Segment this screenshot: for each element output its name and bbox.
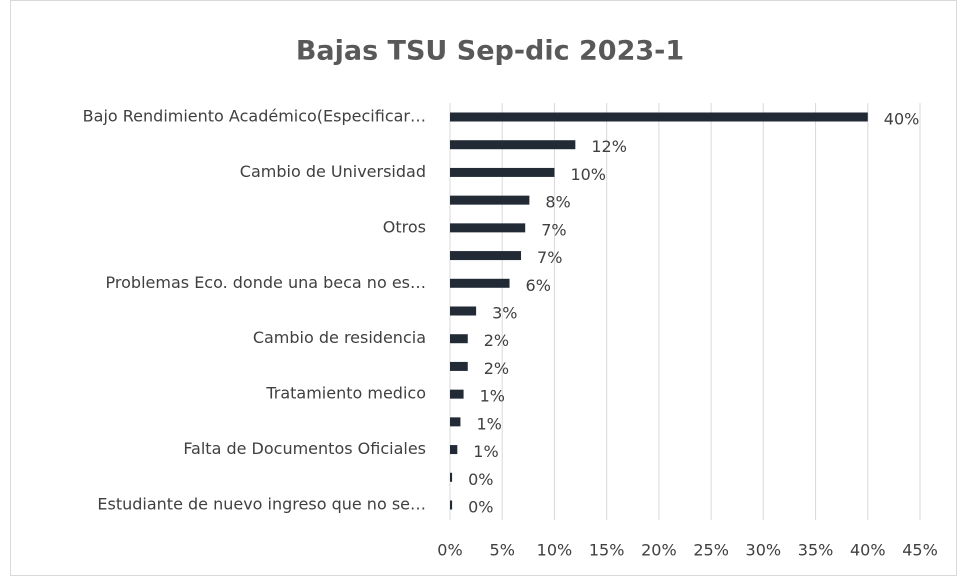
- x-tick-label: 35%: [798, 541, 834, 560]
- y-tick-label: Otros: [383, 217, 426, 236]
- x-tick-label: 5%: [490, 541, 515, 560]
- data-label: 40%: [884, 110, 920, 129]
- data-label: 12%: [591, 137, 627, 156]
- bar: [450, 251, 522, 261]
- x-tick-label: 25%: [693, 541, 729, 560]
- y-tick-label: Bajo Rendimiento Académico(Especificar…: [83, 107, 426, 126]
- x-tick-label: 45%: [902, 541, 938, 560]
- bar: [450, 500, 453, 510]
- data-label: 7%: [541, 220, 566, 239]
- x-tick-label: 40%: [850, 541, 886, 560]
- y-tick-label: Problemas Eco. donde una beca no es…: [106, 273, 426, 292]
- data-label: 1%: [480, 387, 505, 406]
- y-tick-label: Cambio de residencia: [253, 328, 426, 347]
- bar: [450, 334, 468, 344]
- bar: [450, 361, 468, 371]
- x-tick-label: 20%: [641, 541, 677, 560]
- data-label: 7%: [537, 248, 562, 267]
- data-label: 2%: [484, 331, 509, 350]
- data-label: 8%: [545, 193, 570, 212]
- data-label: 6%: [526, 276, 551, 295]
- data-label: 3%: [492, 304, 517, 323]
- y-tick-label: Tratamiento medico: [265, 384, 426, 403]
- data-label: 10%: [570, 165, 606, 184]
- bar: [450, 472, 453, 482]
- bar: [450, 389, 464, 399]
- bar: [450, 140, 576, 150]
- y-tick-label: Cambio de Universidad: [240, 162, 426, 181]
- bar: [450, 167, 555, 177]
- y-tick-label: Falta de Documentos Oficiales: [183, 439, 426, 458]
- data-label: 1%: [476, 414, 501, 433]
- y-tick-label: Estudiante de nuevo ingreso que no se…: [97, 495, 426, 514]
- chart-frame: [10, 0, 957, 576]
- x-tick-label: 0%: [437, 541, 462, 560]
- x-tick-label: 30%: [746, 541, 782, 560]
- chart-title: Bajas TSU Sep-dic 2023-1: [296, 36, 684, 67]
- bar: [450, 306, 477, 316]
- bar: [450, 278, 510, 288]
- bar: [450, 445, 458, 455]
- bar: [450, 112, 868, 122]
- data-label: 2%: [484, 359, 509, 378]
- data-label: 1%: [473, 442, 498, 461]
- data-label: 0%: [468, 498, 493, 517]
- bar: [450, 417, 461, 427]
- data-label: 0%: [468, 470, 493, 489]
- bar: [450, 223, 526, 233]
- bar: [450, 195, 530, 205]
- x-tick-label: 15%: [589, 541, 625, 560]
- x-tick-label: 10%: [537, 541, 573, 560]
